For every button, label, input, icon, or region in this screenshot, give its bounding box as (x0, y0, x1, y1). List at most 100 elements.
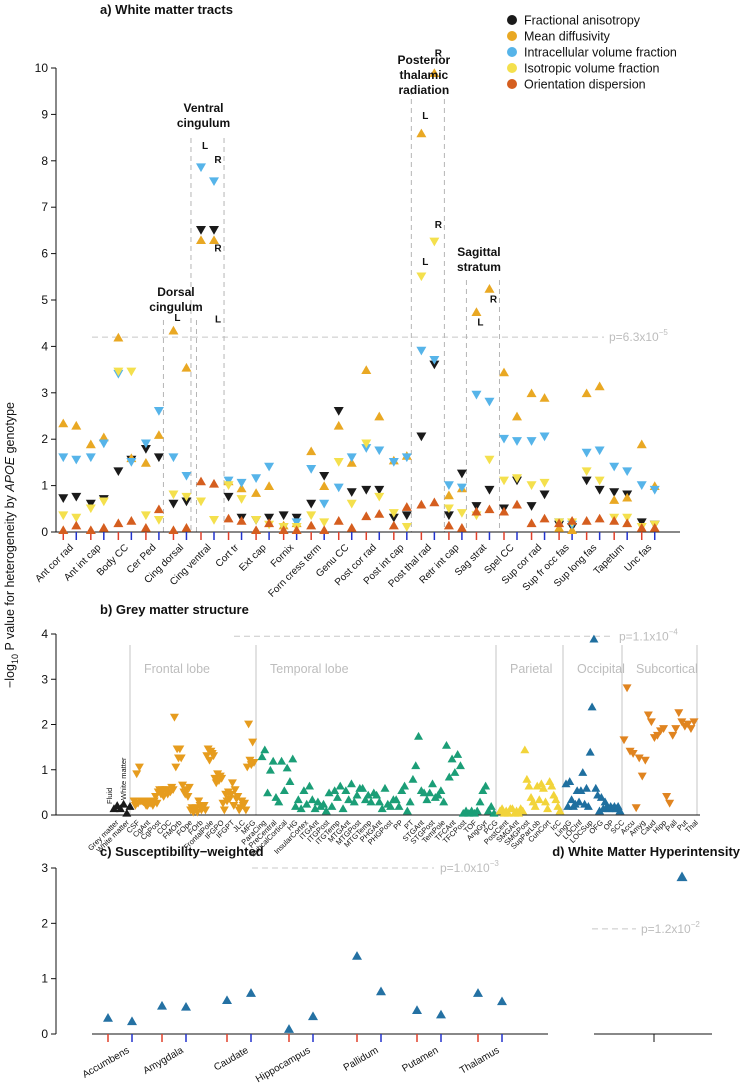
point-gm_temporal (478, 786, 488, 795)
panel-b-threshold-label: p=1.1x10−4 (619, 627, 678, 643)
point-od-right (512, 499, 522, 509)
point-gm_temporal (363, 790, 373, 799)
point-gm_subcortical (659, 725, 669, 733)
point-gm_temporal (349, 797, 359, 806)
point-fa (125, 802, 135, 810)
point-isovf-right (429, 237, 440, 247)
tract-annotation-label: cingulum (177, 116, 230, 130)
point-od-right (209, 478, 219, 488)
point-icvf-left (251, 474, 262, 483)
point-isovf-right (346, 499, 357, 509)
point-od-left (140, 523, 151, 532)
point-gm_temporal (288, 754, 298, 763)
point-fa-left (58, 494, 69, 503)
point-icvf-left (140, 439, 151, 449)
point-gm_temporal (324, 788, 334, 797)
point-gm_temporal (447, 754, 457, 763)
point-gm_frontal (176, 754, 186, 763)
point-isovf-right (539, 478, 550, 488)
point-isovf-left (443, 504, 454, 514)
panel-a-y-tick-label: 5 (41, 293, 48, 307)
point-icvf-right (71, 455, 82, 465)
legend-marker-icvf (507, 47, 517, 57)
point-od-right (429, 497, 440, 507)
point-icvf-left (388, 458, 399, 467)
point-gm_occipital (565, 777, 575, 785)
point-gm_frontal (134, 763, 144, 772)
point-fa-right (401, 511, 412, 521)
point-isovf-right (622, 513, 633, 523)
point-gm_frontal (240, 799, 250, 808)
point-fa-right (209, 226, 219, 235)
point-gm_temporal (489, 808, 499, 817)
panel-c-x-label: Thalamus (458, 1045, 502, 1076)
point-icvf-right (429, 355, 440, 365)
lr-label: L (202, 141, 208, 152)
point-gm_temporal (307, 795, 317, 804)
point-swi-right (497, 996, 507, 1006)
point-md-right (153, 430, 164, 439)
point-fa-right (71, 492, 82, 502)
point-icvf-right (264, 462, 275, 472)
panel-c-threshold-label: p=1.0x10−3 (440, 859, 499, 875)
point-fa-left (609, 488, 620, 497)
point-isovf-left (251, 516, 262, 525)
point-od-left (443, 520, 454, 530)
point-od-left (581, 516, 592, 525)
point-gm_temporal (366, 797, 376, 806)
point-gm_parietal (534, 795, 544, 804)
point-icvf-right (539, 432, 550, 442)
lr-label: L (422, 111, 428, 122)
panel-c-y-tick-label: 2 (41, 916, 48, 930)
point-gm_temporal (293, 795, 303, 804)
point-gm_parietal (520, 745, 530, 754)
point-gm_temporal (422, 795, 432, 804)
panel-b-region-label: Subcortical (636, 662, 698, 676)
legend-label-md: Mean diffusivity (524, 30, 611, 44)
grid-layer (92, 90, 698, 930)
point-isovf-left (113, 367, 124, 377)
point-md-left (85, 439, 96, 449)
tract-annotation-label: Dorsal (157, 285, 194, 299)
point-fa-left (581, 476, 592, 486)
point-gm_subcortical (668, 731, 678, 740)
point-gm_temporal (352, 790, 362, 799)
point-md-right (512, 411, 522, 421)
point-gm_parietal (547, 781, 557, 790)
legend-marker-fa (507, 15, 517, 25)
point-swi-left (222, 995, 232, 1005)
point-icvf-right (181, 471, 192, 481)
point-isovf-right (153, 516, 164, 525)
point-gm_temporal (260, 745, 270, 754)
tract-annotation-label: cingulum (149, 300, 202, 314)
point-isovf-right (126, 367, 137, 377)
point-gm_subcortical (640, 756, 650, 765)
point-isovf-left (306, 511, 317, 521)
point-gm_temporal (335, 781, 345, 790)
point-icvf-right (153, 407, 164, 416)
point-fa-left (306, 499, 317, 509)
legend-marker-isovf (507, 63, 517, 73)
point-fa-left (333, 407, 344, 416)
point-gm_frontal (194, 797, 204, 806)
point-icvf-right (346, 453, 357, 463)
point-md-right (71, 420, 82, 430)
point-gm_subcortical (628, 749, 638, 758)
tract-annotation-label: stratum (457, 260, 501, 274)
point-md-left (196, 235, 206, 245)
point-od-left (388, 520, 399, 530)
point-gm_frontal (205, 756, 215, 765)
point-gm_parietal (530, 802, 540, 810)
point-gm_frontal (225, 795, 235, 804)
panel-b-y-tick-label: 1 (41, 763, 48, 777)
point-isovf-left (526, 481, 537, 490)
point-icvf-left (636, 481, 647, 490)
point-gm_temporal (327, 802, 337, 810)
point-gm_temporal (299, 786, 309, 795)
point-icvf-left (416, 346, 427, 356)
point-fa-left (443, 511, 454, 521)
y-axis-title-part: P value for heterogeneity by (3, 492, 17, 654)
point-gm_parietal (518, 806, 528, 815)
point-fa-left (140, 445, 151, 454)
